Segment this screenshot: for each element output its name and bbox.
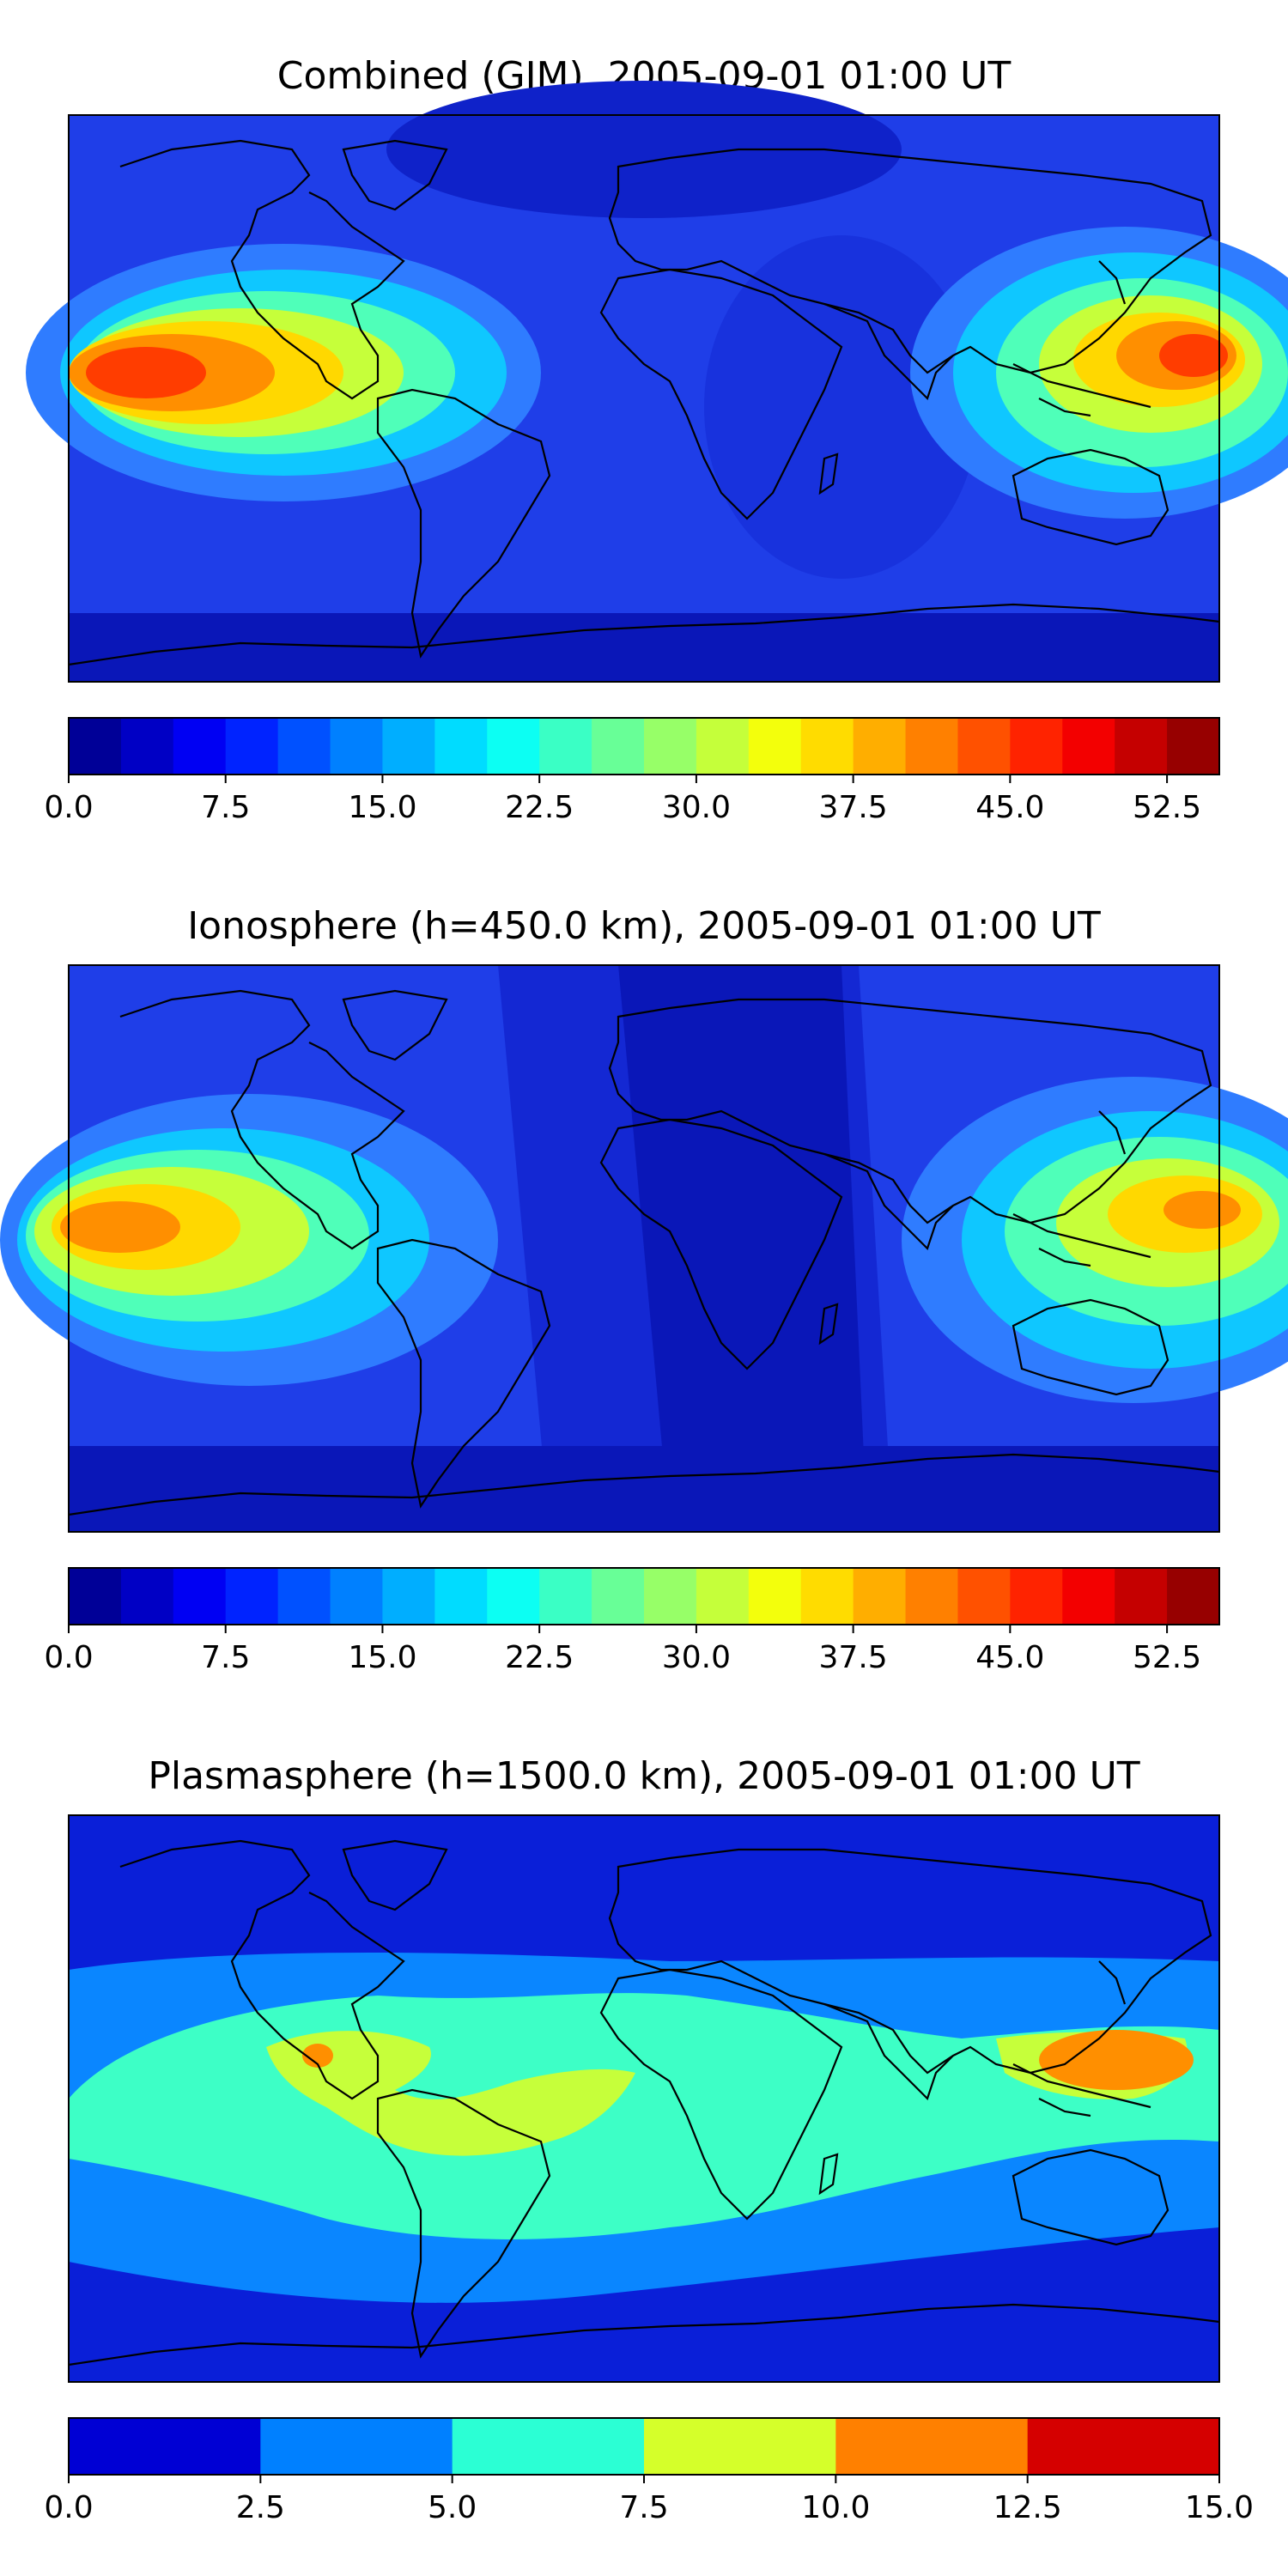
colorbar-ticks: 0.0 7.5 15.0 22.5 30.0 37.5 45.0 52.5 xyxy=(44,775,1201,825)
colorbar-cell xyxy=(330,1568,384,1625)
colorbar-tick-label: 10.0 xyxy=(801,2490,870,2525)
colorbar-tick-label: 7.5 xyxy=(201,790,250,825)
colorbar-cell xyxy=(1115,1568,1168,1625)
colorbar-cell xyxy=(434,1568,488,1625)
colorbar-tick-label: 37.5 xyxy=(819,790,888,825)
colorbar-cell xyxy=(1062,718,1115,775)
colorbar-tick-label: 22.5 xyxy=(505,790,574,825)
colorbar-cell xyxy=(434,718,488,775)
colorbar: 0.0 7.5 15.0 22.5 30.0 37.5 45.0 52.5 xyxy=(44,717,1220,825)
colorbar-cell xyxy=(539,718,592,775)
colorbar-cell xyxy=(1167,718,1220,775)
colorbar-cell xyxy=(120,718,174,775)
colorbar-tick-label: 30.0 xyxy=(662,1640,731,1675)
colorbar-tick-label: 52.5 xyxy=(1133,790,1201,825)
map-plot xyxy=(67,1814,1221,2383)
colorbar-cell xyxy=(644,1568,697,1625)
colorbar-tick-label: 7.5 xyxy=(619,2490,668,2525)
colorbar-tick-label: 2.5 xyxy=(236,2490,285,2525)
colorbar-cell xyxy=(800,718,854,775)
colorbar-cell xyxy=(592,718,645,775)
colorbar-ticks: 0.0 2.5 5.0 7.5 10.0 12.5 15.0 xyxy=(44,2475,1254,2525)
colorbar-cell xyxy=(800,1568,854,1625)
colorbar-cell xyxy=(905,1568,959,1625)
colorbar-cell xyxy=(452,2418,645,2475)
colorbar-cell xyxy=(835,2418,1029,2475)
colorbar-cells xyxy=(69,1568,1220,1625)
colorbar-cell xyxy=(748,718,802,775)
colorbar-cell xyxy=(748,1568,802,1625)
colorbar-tick-label: 52.5 xyxy=(1133,1640,1201,1675)
colorbar-tick-label: 0.0 xyxy=(44,2490,93,2525)
colorbar-cell xyxy=(69,1568,122,1625)
colorbar-cell xyxy=(487,718,540,775)
colorbar-cell xyxy=(957,718,1011,775)
colorbar-tick-label: 37.5 xyxy=(819,1640,888,1675)
colorbar-tick-label: 45.0 xyxy=(975,790,1044,825)
colorbar-tick-label: 45.0 xyxy=(975,1640,1044,1675)
panel-title: Ionosphere (h=450.0 km), 2005-09-01 01:0… xyxy=(187,904,1101,948)
colorbar-cells xyxy=(69,2418,1220,2475)
panel-plasmasphere: Plasmasphere (h=1500.0 km), 2005-09-01 0… xyxy=(44,1754,1254,2525)
colorbar-tick-label: 0.0 xyxy=(44,790,93,825)
colorbar-cell xyxy=(1010,1568,1063,1625)
colorbar-tick-label: 15.0 xyxy=(348,1640,416,1675)
colorbar-cell xyxy=(382,718,435,775)
colorbar-cell xyxy=(330,718,384,775)
colorbar-tick-label: 15.0 xyxy=(348,790,416,825)
panel-ionosphere: Ionosphere (h=450.0 km), 2005-09-01 01:0… xyxy=(0,904,1288,1675)
colorbar-cell xyxy=(853,1568,907,1625)
colorbar-tick-label: 15.0 xyxy=(1185,2490,1254,2525)
colorbar-cell xyxy=(120,1568,174,1625)
colorbar-tick-label: 30.0 xyxy=(662,790,731,825)
colorbar-cell xyxy=(277,718,331,775)
panel-title: Plasmasphere (h=1500.0 km), 2005-09-01 0… xyxy=(148,1754,1139,1798)
colorbar-cell xyxy=(905,718,959,775)
colorbar-tick-label: 22.5 xyxy=(505,1640,574,1675)
map-plot xyxy=(26,81,1288,683)
colorbar-cell xyxy=(1167,1568,1220,1625)
colorbar-cell xyxy=(644,718,697,775)
colorbar-cell xyxy=(277,1568,331,1625)
colorbar: 0.0 2.5 5.0 7.5 10.0 12.5 15.0 xyxy=(44,2417,1254,2525)
colorbar-tick-label: 5.0 xyxy=(428,2490,477,2525)
colorbar-cell xyxy=(1115,718,1168,775)
colorbar-tick-label: 12.5 xyxy=(993,2490,1062,2525)
map-plot xyxy=(0,964,1288,1533)
colorbar-cell xyxy=(173,718,227,775)
colorbar-cell xyxy=(592,1568,645,1625)
colorbar: 0.0 7.5 15.0 22.5 30.0 37.5 45.0 52.5 xyxy=(44,1567,1220,1675)
colorbar-tick-label: 7.5 xyxy=(201,1640,250,1675)
colorbar-cell xyxy=(1010,718,1063,775)
colorbar-cell xyxy=(260,2418,453,2475)
colorbar-ticks: 0.0 7.5 15.0 22.5 30.0 37.5 45.0 52.5 xyxy=(44,1625,1201,1675)
colorbar-cells xyxy=(69,718,1220,775)
colorbar-cell xyxy=(957,1568,1011,1625)
colorbar-cell xyxy=(69,718,122,775)
colorbar-cell xyxy=(696,718,750,775)
colorbar-cell xyxy=(1062,1568,1115,1625)
panel-combined: Combined (GIM), 2005-09-01 01:00 UT xyxy=(26,54,1288,825)
colorbar-cell xyxy=(696,1568,750,1625)
colorbar-cell xyxy=(225,1568,279,1625)
colorbar-cell xyxy=(382,1568,435,1625)
colorbar-cell xyxy=(225,718,279,775)
colorbar-cell xyxy=(1027,2418,1220,2475)
colorbar-cell xyxy=(487,1568,540,1625)
colorbar-cell xyxy=(69,2418,261,2475)
colorbar-cell xyxy=(173,1568,227,1625)
colorbar-cell xyxy=(644,2418,836,2475)
colorbar-cell xyxy=(539,1568,592,1625)
colorbar-cell xyxy=(853,718,907,775)
colorbar-tick-label: 0.0 xyxy=(44,1640,93,1675)
